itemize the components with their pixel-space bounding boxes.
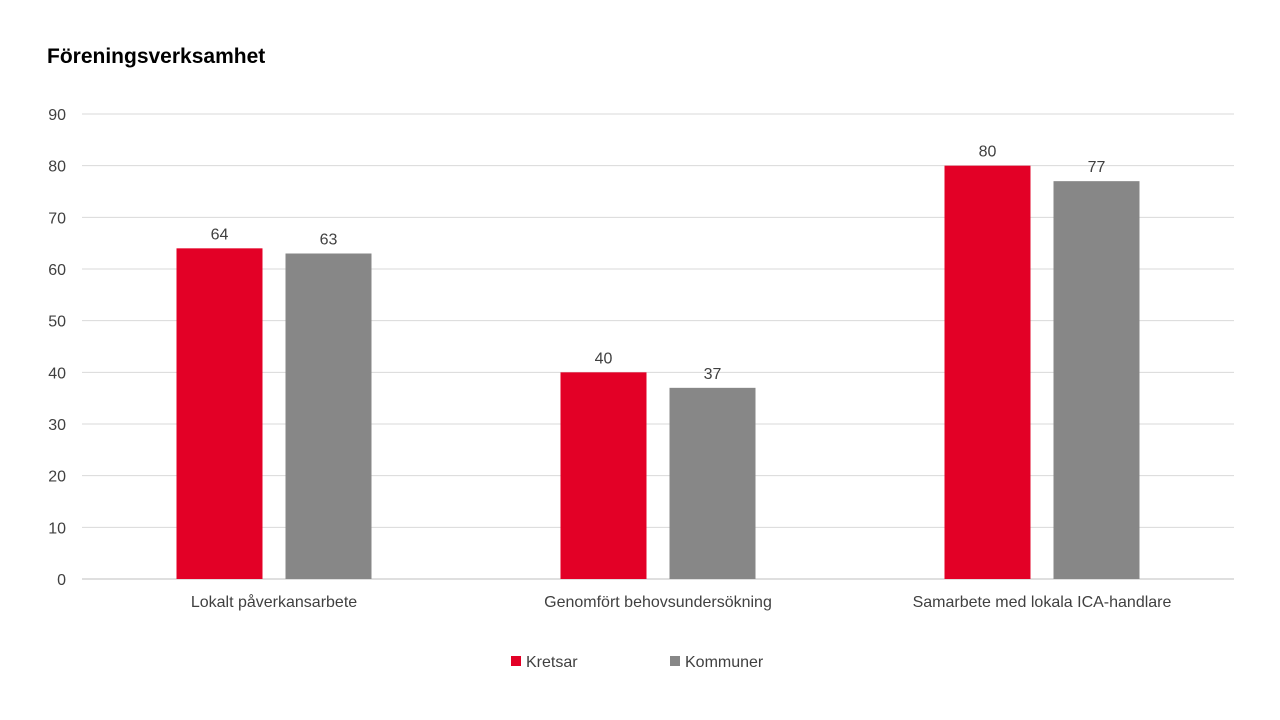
data-label: 80 [979,144,997,161]
data-labels: 64 63 40 37 80 77 [211,144,1106,383]
category-label: Samarbete med lokala ICA-handlare [913,594,1172,611]
y-tick-label: 80 [48,159,66,176]
bar-kretsar-1 [560,372,647,579]
data-label: 40 [595,350,613,367]
y-tick-label: 40 [48,365,66,382]
gridlines [82,113,1234,580]
legend-label: Kommuner [685,654,764,671]
bar-kommuner-0 [285,253,372,579]
legend-swatch-kommuner [670,656,680,666]
y-tick-label: 0 [57,572,66,589]
data-label: 64 [211,226,229,243]
category-label: Genomfört behovsundersökning [544,594,772,611]
y-tick-label: 30 [48,417,66,434]
bar-kretsar-0 [176,248,263,580]
chart-title: Föreningsverksamhet [47,45,265,68]
y-tick-label: 70 [48,210,66,227]
y-tick-label: 50 [48,314,66,331]
y-tick-label: 60 [48,262,66,279]
data-label: 77 [1088,159,1106,176]
legend-swatch-kretsar [511,656,521,666]
category-label: Lokalt påverkansarbete [191,593,357,611]
bars [176,165,1140,580]
y-tick-label: 90 [48,107,66,124]
category-labels: Lokalt påverkansarbete Genomfört behovsun… [191,593,1172,611]
bar-kommuner-2 [1053,181,1140,579]
y-tick-label: 10 [48,520,66,537]
y-axis-tick-labels: 0 10 20 30 40 50 60 70 80 90 [48,107,66,589]
y-tick-label: 20 [48,469,66,486]
data-label: 63 [320,232,338,249]
bar-kretsar-2 [944,165,1031,579]
legend: Kretsar Kommuner [511,654,764,671]
bar-kommuner-1 [669,387,756,579]
data-label: 37 [704,366,722,383]
legend-label: Kretsar [526,654,578,671]
